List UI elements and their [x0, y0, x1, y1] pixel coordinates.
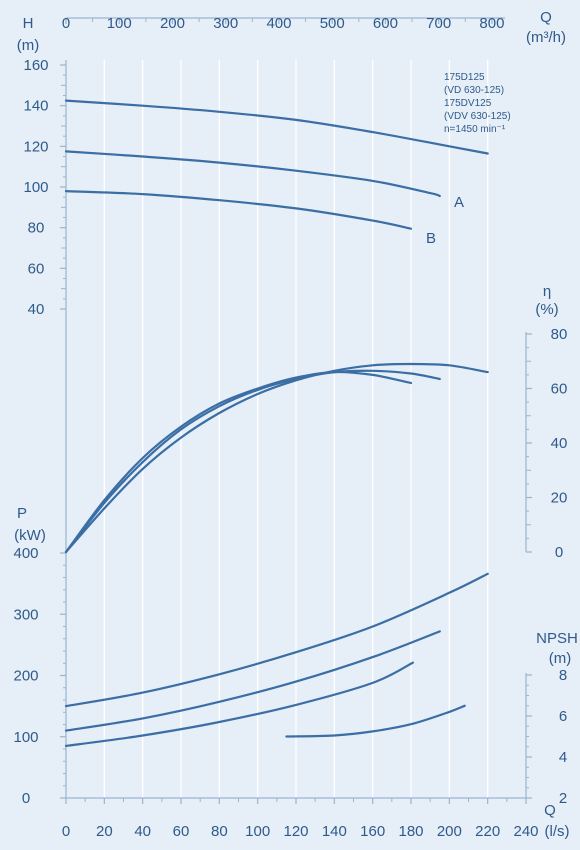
npsh-axis-unit: (m)	[549, 650, 572, 667]
npsh-tick-label: 4	[559, 749, 567, 766]
head-curve-a	[64, 150, 441, 198]
power-axis-unit: (kW)	[14, 527, 46, 544]
efficiency-axis-label: η	[543, 283, 551, 300]
flow-m3h-tick-label: 300	[213, 15, 238, 32]
npsh-tick-label: 8	[559, 667, 567, 684]
efficiency-tick-label: 20	[551, 490, 568, 507]
curve-label-b: B	[426, 230, 436, 247]
power-tick-label: 0	[22, 790, 30, 807]
flow-tick-label: 220	[475, 823, 500, 840]
flow-tick-label: 80	[211, 823, 228, 840]
flow-m3h-tick-label: 700	[426, 15, 451, 32]
efficiency-curve	[64, 369, 441, 554]
flow-m3h-tick-label: 200	[160, 15, 185, 32]
power-tick-label: 300	[13, 606, 38, 623]
head-tick-label: 120	[23, 138, 48, 155]
flow-tick-label: 160	[360, 823, 385, 840]
npsh-axis-label: NPSH	[536, 630, 578, 647]
flow-tick-label: 20	[96, 823, 113, 840]
flow-tick-label: 140	[322, 823, 347, 840]
pump-note-line-1: 175D125	[444, 72, 485, 83]
pump-note-line-5: n=1450 min⁻¹	[444, 124, 506, 135]
power-curve	[64, 630, 441, 732]
npsh-curve	[285, 704, 466, 738]
pump-note-line-2: (VD 630-125)	[444, 85, 504, 96]
head-tick-label: 100	[23, 179, 48, 196]
flow-top-axis-label: Q	[540, 9, 552, 26]
flow-m3h-tick-label: 500	[320, 15, 345, 32]
efficiency-tick-label: 0	[555, 544, 563, 561]
pump-note-line-4: (VDV 630-125)	[444, 111, 511, 122]
head-axis-label: H	[23, 15, 34, 32]
flow-m3h-tick-label: 800	[479, 15, 504, 32]
flow-tick-label: 200	[437, 823, 462, 840]
flow-tick-label: 60	[173, 823, 190, 840]
flow-top-axis-unit: (m³/h)	[526, 29, 566, 46]
flow-m3h-tick-label: 400	[266, 15, 291, 32]
head-curve-b	[64, 190, 413, 230]
power-tick-label: 100	[13, 729, 38, 746]
flow-tick-label: 120	[283, 823, 308, 840]
power-curve	[64, 661, 414, 747]
efficiency-curve	[64, 370, 413, 554]
flow-bottom-axis-unit: (l/s)	[545, 823, 570, 840]
pump-note-line-3: 175DV125	[444, 98, 492, 109]
power-tick-label: 200	[13, 668, 38, 685]
efficiency-tick-label: 60	[551, 381, 568, 398]
efficiency-tick-label: 40	[551, 435, 568, 452]
head-axis-unit: (m)	[17, 37, 40, 54]
head-tick-label: 140	[23, 98, 48, 115]
flow-m3h-tick-label: 0	[62, 15, 70, 32]
efficiency-curve	[64, 362, 489, 554]
head-tick-label: 160	[23, 57, 48, 74]
efficiency-axis-unit: (%)	[535, 301, 558, 318]
head-curve	[64, 99, 489, 155]
curve-label-a: A	[454, 194, 464, 211]
flow-tick-label: 40	[134, 823, 151, 840]
head-tick-label: 80	[28, 220, 45, 237]
flow-m3h-tick-label: 600	[373, 15, 398, 32]
power-tick-label: 400	[13, 545, 38, 562]
flow-bottom-axis-label: Q	[544, 802, 556, 819]
npsh-tick-label: 6	[559, 708, 567, 725]
flow-m3h-tick-label: 100	[107, 15, 132, 32]
efficiency-tick-label: 80	[551, 326, 568, 343]
head-tick-label: 40	[28, 301, 45, 318]
flow-tick-label: 180	[398, 823, 423, 840]
flow-tick-label: 240	[513, 823, 538, 840]
power-curve	[64, 572, 489, 708]
head-tick-label: 60	[28, 260, 45, 277]
npsh-tick-label: 2	[559, 790, 567, 807]
flow-tick-label: 100	[245, 823, 270, 840]
power-axis-label: P	[17, 505, 27, 522]
flow-tick-label: 0	[62, 823, 70, 840]
